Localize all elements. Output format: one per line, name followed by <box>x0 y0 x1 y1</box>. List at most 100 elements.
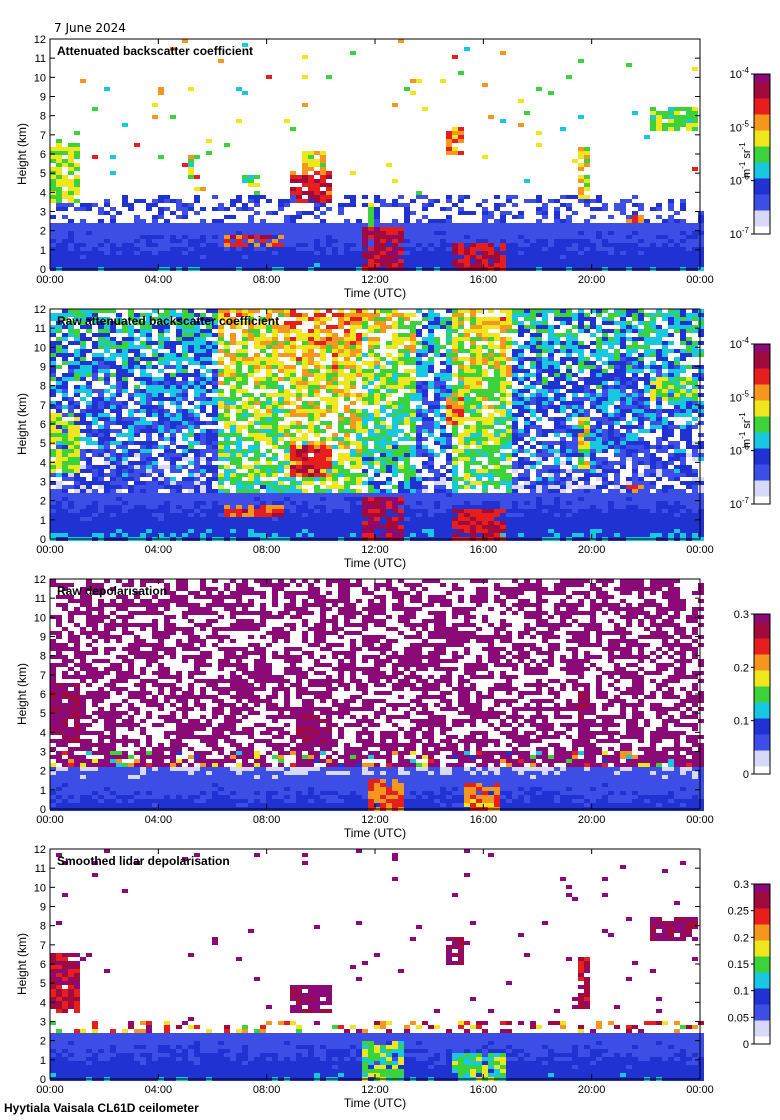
y-axis-label: Height (km) <box>15 123 29 185</box>
x-tick-label: 12:00 <box>361 274 389 286</box>
x-tick-label: 16:00 <box>470 544 498 556</box>
y-tick-label: 5 <box>40 978 46 990</box>
colorbar-tick-label: 0.1 <box>734 716 749 728</box>
y-tick-label: 1 <box>40 785 46 797</box>
y-tick-label: 2 <box>40 766 46 778</box>
x-tick-label: 00:00 <box>686 544 714 556</box>
y-tick-label: 7 <box>40 400 46 412</box>
y-tick-label: 8 <box>40 381 46 393</box>
x-axis-label: Time (UTC) <box>344 826 406 840</box>
date-label: 7 June 2024 <box>54 21 126 35</box>
colorbar-tick-label: 0.2 <box>734 662 749 674</box>
x-tick-label: 00:00 <box>686 814 714 826</box>
heatmap-cells <box>50 579 704 811</box>
colorbar-tick-label: 0 <box>743 1039 749 1051</box>
y-tick-label: 1 <box>40 1055 46 1067</box>
y-tick-label: 2 <box>40 496 46 508</box>
y-tick-label: 1 <box>40 515 46 527</box>
y-tick-label: 2 <box>40 226 46 238</box>
colorbar: 10-7 10-6 10-5 10-4 m-1 sr-1 <box>730 66 771 241</box>
colorbar-tick-label: 10-4 <box>730 336 750 351</box>
x-tick-label: 20:00 <box>578 274 606 286</box>
y-axis-label: Height (km) <box>15 663 29 725</box>
colorbar-tick-label: 10-7 <box>730 226 750 241</box>
y-tick-label: 6 <box>40 149 46 161</box>
y-tick-label: 3 <box>40 1017 46 1029</box>
y-tick-label: 8 <box>40 651 46 663</box>
x-axis-label: Time (UTC) <box>344 286 406 300</box>
y-tick-label: 9 <box>40 632 46 644</box>
y-tick-label: 5 <box>40 168 46 180</box>
colorbar-tick-label: 10-7 <box>730 496 750 511</box>
colorbar-tick-label: 0.3 <box>734 879 749 891</box>
colorbar-tick-label: 10-6 <box>730 173 750 188</box>
y-tick-label: 6 <box>40 419 46 431</box>
x-tick-label: 00:00 <box>36 274 64 286</box>
y-tick-label: 10 <box>34 342 46 354</box>
y-tick-label: 11 <box>35 593 46 605</box>
colorbar-frame <box>753 613 771 775</box>
colorbar-tick-label: 10-5 <box>730 389 750 404</box>
colorbar: 0 0.05 0.1 0.15 0.2 0.25 0.3 <box>728 879 771 1051</box>
y-tick-label: 2 <box>40 1036 46 1048</box>
y-axis-label: Height (km) <box>15 933 29 995</box>
x-tick-label: 12:00 <box>361 1084 389 1096</box>
y-tick-label: 9 <box>40 362 46 374</box>
y-tick-label: 3 <box>40 207 46 219</box>
x-tick-label: 00:00 <box>686 1084 714 1096</box>
y-tick-label: 9 <box>40 902 46 914</box>
y-tick-label: 4 <box>40 187 46 199</box>
colorbar-frame <box>753 343 771 505</box>
colorbar-frame <box>753 73 771 235</box>
panel-title: Smoothed lidar depolarisation <box>57 854 230 868</box>
y-tick-label: 3 <box>40 477 46 489</box>
y-tick-label: 11 <box>35 53 46 65</box>
y-tick-label: 11 <box>35 323 46 335</box>
x-tick-label: 08:00 <box>253 814 281 826</box>
colorbar-tick-label: 10-4 <box>730 66 750 81</box>
colorbar-tick-label: 0.1 <box>734 986 749 998</box>
colorbar-tick-label: 0.25 <box>728 906 749 918</box>
x-tick-label: 20:00 <box>578 1084 606 1096</box>
panel-title: Raw attenuated backscatter coefficient <box>57 314 279 328</box>
colorbar-tick-label: 0.15 <box>728 959 749 971</box>
y-tick-label: 10 <box>34 612 46 624</box>
y-tick-label: 10 <box>34 882 46 894</box>
x-tick-label: 04:00 <box>145 1084 173 1096</box>
x-tick-label: 08:00 <box>253 1084 281 1096</box>
x-tick-label: 20:00 <box>578 544 606 556</box>
y-tick-label: 0 <box>40 804 46 816</box>
y-tick-label: 7 <box>40 940 46 952</box>
y-tick-label: 7 <box>40 670 46 682</box>
y-tick-label: 6 <box>40 689 46 701</box>
colorbar-tick-label: 0.2 <box>734 932 749 944</box>
y-tick-label: 5 <box>40 438 46 450</box>
instrument-label: Hyytiala Vaisala CL61D ceilometer <box>4 1101 199 1115</box>
colorbar-tick-label: 0 <box>743 769 749 781</box>
x-tick-label: 20:00 <box>578 814 606 826</box>
y-tick-label: 8 <box>40 111 46 123</box>
x-tick-label: 08:00 <box>253 544 281 556</box>
colorbar-units: m-1 sr-1 <box>738 142 753 178</box>
y-tick-label: 12 <box>34 304 46 316</box>
y-tick-label: 0 <box>40 264 46 276</box>
x-tick-label: 08:00 <box>253 274 281 286</box>
x-tick-label: 04:00 <box>145 814 173 826</box>
x-axis-label: Time (UTC) <box>344 1096 406 1110</box>
y-tick-label: 1 <box>40 245 46 257</box>
y-tick-label: 4 <box>40 727 46 739</box>
x-tick-label: 12:00 <box>361 814 389 826</box>
y-tick-label: 6 <box>40 959 46 971</box>
y-tick-label: 10 <box>34 72 46 84</box>
x-tick-label: 04:00 <box>145 544 173 556</box>
y-tick-label: 11 <box>35 863 46 875</box>
y-tick-label: 9 <box>40 92 46 104</box>
y-tick-label: 0 <box>40 534 46 546</box>
colorbar-tick-label: 0.05 <box>728 1012 749 1024</box>
x-tick-label: 16:00 <box>470 814 498 826</box>
